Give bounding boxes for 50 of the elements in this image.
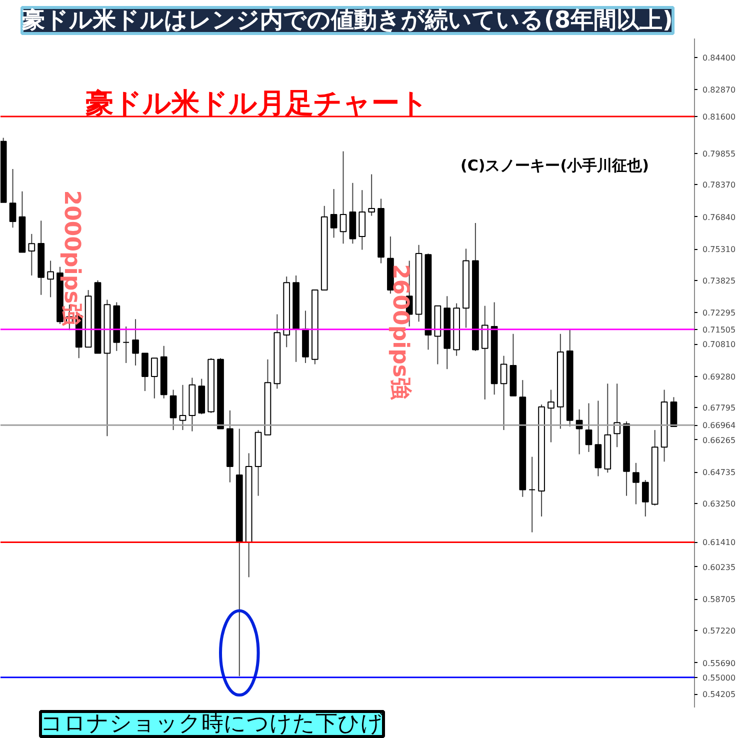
candlestick (179, 384, 186, 431)
y-tick-label: 0.54205 (702, 690, 736, 700)
candlestick (142, 352, 148, 392)
y-tick-label: 0.79855 (702, 149, 736, 158)
candlestick (122, 326, 130, 364)
candlestick (528, 456, 536, 533)
y-tick-label: 0.57220 (702, 626, 736, 636)
candlestick (9, 168, 16, 228)
y-tick-label: 0.73825 (702, 276, 736, 286)
candlestick (500, 355, 508, 431)
annotation: (C)スノーキー(小手川征也) (460, 156, 649, 174)
y-tick-label: 0.64735 (702, 468, 736, 478)
y-tick-label: 0.63250 (702, 499, 736, 508)
ref-line-label: 0.66964 (702, 421, 736, 430)
ref-line-label: 0.55000 (702, 673, 736, 682)
candlestick (28, 233, 36, 276)
y-tick-label: 0.76840 (702, 212, 736, 222)
candlestick (594, 400, 602, 477)
candlestick (642, 480, 649, 517)
candlestick (585, 402, 592, 452)
ref-line-label: 0.81600 (702, 112, 736, 122)
candlestick (481, 305, 488, 400)
annotation: 2000pips強 (58, 190, 84, 327)
candlestick (632, 462, 640, 505)
candlestick (170, 389, 177, 431)
y-tick-label: 0.75310 (702, 245, 736, 254)
candlestick (132, 318, 139, 366)
candlestick (47, 260, 54, 298)
y-tick-label: 0.82870 (702, 86, 736, 95)
y-tick-label: 0.78370 (702, 180, 736, 190)
y-tick-label: 0.72295 (702, 308, 736, 318)
y-tick-label: 0.60235 (702, 562, 736, 572)
y-tick-label: 0.58705 (702, 595, 736, 604)
ref-line-label: 0.71505 (702, 325, 736, 334)
y-tick-label: 0.66265 (702, 436, 736, 445)
text: コロナショック時につけた下ひげ (40, 712, 384, 736)
y-tick-label: 0.69280 (702, 372, 736, 382)
y-tick-label: 0.67795 (702, 404, 736, 413)
candlestick (614, 383, 620, 448)
y-tick-label: 0.55690 (702, 658, 736, 668)
candlestick (340, 150, 347, 244)
candlestick (368, 174, 376, 216)
y-tick-label: 0.84400 (702, 53, 736, 62)
candlestick (548, 389, 554, 443)
candlestick (150, 358, 158, 399)
candlestick (330, 188, 338, 238)
y-tick-label: 0.70810 (702, 340, 736, 350)
ref-line-label: 0.61410 (702, 538, 736, 548)
text: 豪ドル米ドル月足チャート (86, 86, 428, 120)
annotation: 2600pips強 (387, 264, 412, 400)
